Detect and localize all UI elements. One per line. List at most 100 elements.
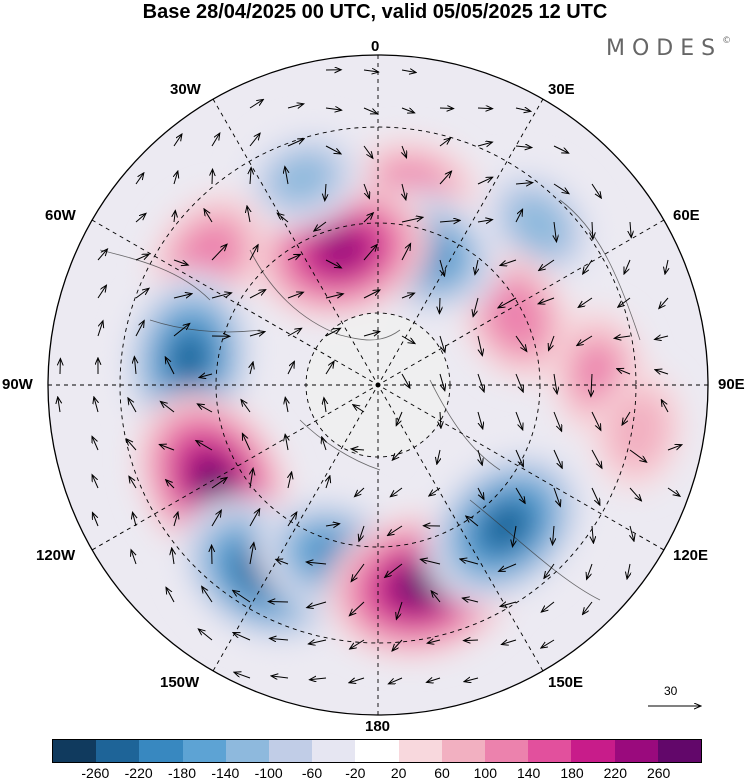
colorbar-swatch-1 xyxy=(96,740,140,762)
colorbar xyxy=(52,739,702,763)
wind-arrow xyxy=(477,411,483,428)
wind-arrow xyxy=(515,335,526,351)
wind-arrow xyxy=(629,449,646,462)
wind-arrow xyxy=(325,362,334,375)
colorbar-swatch-6 xyxy=(312,740,356,762)
wind-arrow xyxy=(326,477,330,489)
wind-arrow xyxy=(173,259,187,265)
wind-arrow xyxy=(515,411,522,429)
lon-label-120w: 120W xyxy=(36,547,76,564)
wind-arrow xyxy=(250,168,251,185)
wind-arrow xyxy=(135,174,143,185)
wind-arrow xyxy=(500,563,517,571)
colorbar-tick-label: -60 xyxy=(301,765,323,781)
wind-arrow xyxy=(363,183,369,198)
wind-arrow xyxy=(401,293,414,298)
colorbar-swatch-7 xyxy=(355,740,399,762)
wind-arrow xyxy=(307,562,327,564)
wind-arrow xyxy=(285,398,288,413)
lon-label-150w: 150W xyxy=(160,674,200,691)
wind-arrow xyxy=(309,640,327,644)
wind-arrow xyxy=(549,335,555,350)
wind-arrow xyxy=(554,373,557,393)
wind-arrow xyxy=(439,172,451,185)
wind-arrow xyxy=(544,563,555,578)
wind-arrow xyxy=(656,370,669,374)
wind-arrow xyxy=(315,221,327,230)
wind-arrow xyxy=(501,259,517,265)
wind-arrow xyxy=(385,563,403,577)
wind-arrow xyxy=(477,142,492,146)
wind-arrow xyxy=(501,602,517,606)
wind-arrow xyxy=(363,213,373,223)
wind-arrow xyxy=(542,639,555,648)
wind-arrow xyxy=(363,245,377,261)
colorbar-swatch-12 xyxy=(571,740,615,762)
wind-arrow xyxy=(211,245,226,261)
wind-arrow xyxy=(233,591,251,603)
wind-arrow xyxy=(478,449,482,464)
wind-arrow xyxy=(630,221,631,237)
wind-arrow xyxy=(287,255,300,261)
wind-arrow xyxy=(202,587,213,603)
wind-arrow xyxy=(553,145,568,153)
wind-arrow xyxy=(211,478,226,489)
wind-arrow xyxy=(166,588,175,603)
wind-arrow xyxy=(363,145,372,157)
wind-arrow xyxy=(401,218,422,223)
wind-arrow xyxy=(583,259,593,273)
wind-arrow xyxy=(322,438,326,451)
brand-name: MODES xyxy=(606,36,723,61)
wind-arrow xyxy=(325,259,341,268)
wind-arrow xyxy=(212,170,213,185)
wind-arrow xyxy=(630,525,634,540)
colorbar-swatch-11 xyxy=(528,740,572,762)
wind-arrow xyxy=(499,297,517,307)
wind-arrow xyxy=(325,108,341,110)
wind-arrow xyxy=(389,677,403,683)
wind-arrow xyxy=(160,445,175,451)
colorbar-swatch-9 xyxy=(441,740,486,762)
anomaly-contour xyxy=(577,346,619,401)
wind-arrow xyxy=(439,220,459,222)
wind-arrow xyxy=(477,335,482,355)
wind-arrow xyxy=(325,294,342,298)
wind-arrow xyxy=(325,183,326,200)
wind-arrow xyxy=(401,70,415,72)
wind-arrow xyxy=(627,563,630,578)
wind-arrow xyxy=(539,297,555,303)
colorbar-tick-label: -100 xyxy=(254,765,283,781)
lon-label-60w: 60W xyxy=(45,207,76,224)
wind-arrow xyxy=(421,559,441,565)
wind-arrow xyxy=(243,434,251,451)
wind-arrow xyxy=(667,445,681,451)
wind-arrow xyxy=(591,449,601,467)
wind-arrow xyxy=(591,373,592,396)
wind-arrow xyxy=(235,673,251,679)
wind-arrow xyxy=(199,629,213,641)
wind-arrow xyxy=(437,449,440,463)
lon-label-120e: 120E xyxy=(673,547,709,564)
wind-arrow xyxy=(250,469,253,489)
wind-arrow xyxy=(401,373,409,387)
lon-label-180: 180 xyxy=(365,718,391,735)
wind-arrow xyxy=(515,108,530,111)
wind-arrow xyxy=(92,476,99,489)
wind-arrow xyxy=(135,321,144,337)
wind-arrow xyxy=(325,524,339,526)
wind-arrow xyxy=(477,178,492,185)
colorbar-tick-label: 100 xyxy=(473,765,498,781)
lon-label-90e: 90E xyxy=(718,376,745,393)
wind-arrow xyxy=(363,107,377,113)
wind-arrow xyxy=(352,563,365,581)
wind-arrow xyxy=(624,259,631,273)
wind-arrow xyxy=(515,449,523,466)
wind-arrow xyxy=(249,134,260,147)
wind-arrow xyxy=(174,211,175,223)
colorbar-swatch-4 xyxy=(225,740,270,762)
wind-arrow xyxy=(127,440,137,451)
wind-arrow xyxy=(135,214,145,223)
wind-arrow xyxy=(93,513,99,527)
wind-arrow xyxy=(174,172,178,185)
wind-arrow xyxy=(97,250,107,261)
